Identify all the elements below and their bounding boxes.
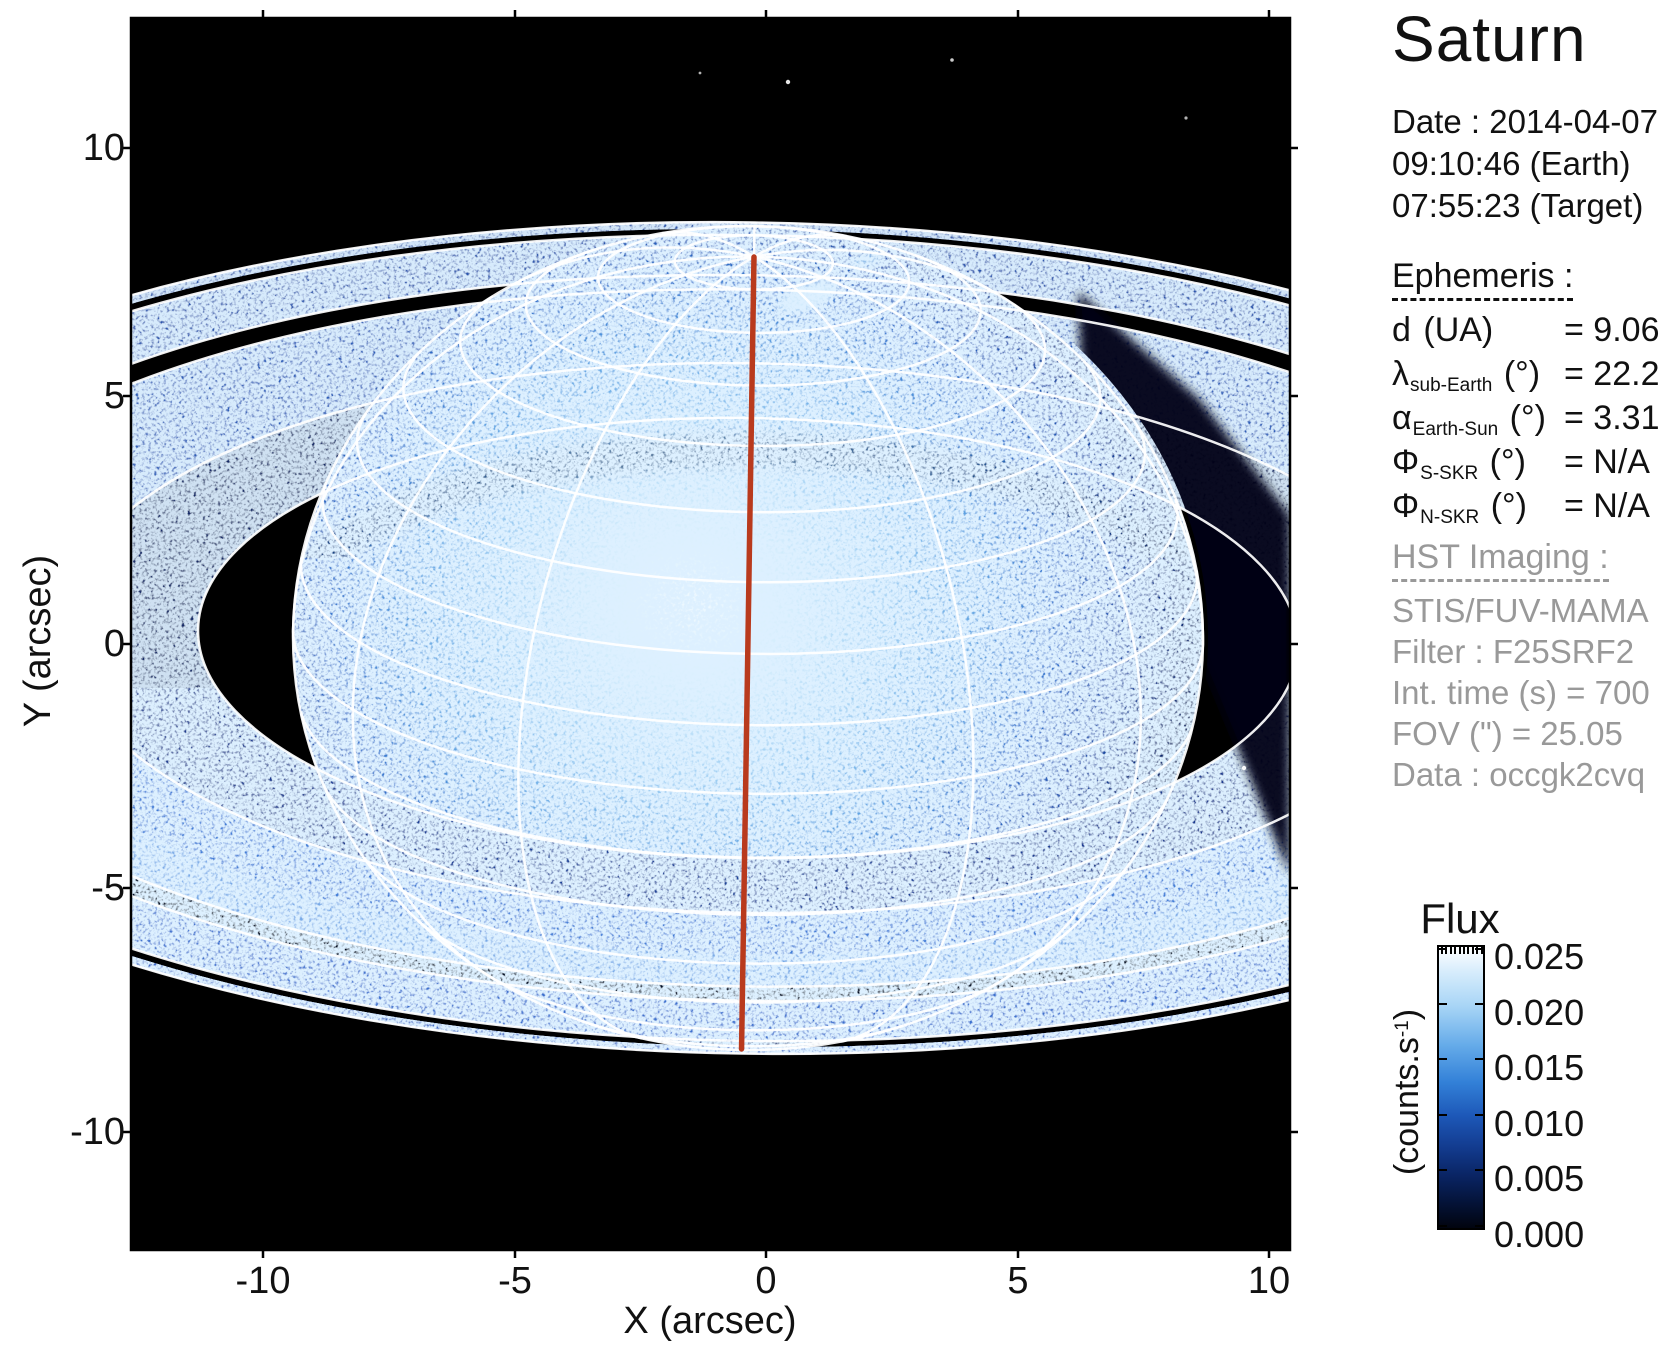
y-tick-label: 5: [103, 375, 125, 417]
flux-colorbar: [1437, 945, 1485, 1230]
instrument-line: STIS/FUV-MAMA: [1392, 592, 1649, 629]
unit: (°): [1480, 443, 1526, 481]
symbol-subscript: S-SKR: [1420, 463, 1479, 484]
symbol: λ: [1392, 355, 1409, 393]
ephemeris-row-n-skr: ΦN-SKR (°) = N/A: [1392, 487, 1659, 531]
colorbar-tick-mark: [1439, 1058, 1447, 1060]
colorbar-minor-tick: [1454, 947, 1457, 954]
colorbar-minor-tick: [1471, 947, 1474, 954]
colorbar-tick-mark: [1439, 1169, 1447, 1171]
colorbar-tick-label: 0.010: [1494, 1102, 1585, 1144]
colorbar-tick-mark: [1475, 1003, 1483, 1005]
unit-exponent: -1: [1392, 1020, 1413, 1038]
unit-prefix: (counts.s: [1388, 1037, 1426, 1176]
fov-line: FOV (") = 25.05: [1392, 715, 1623, 752]
aurora-streak: [849, 252, 885, 268]
x-tick-label: -5: [498, 1260, 532, 1302]
ephemeris-row-phase-angle: αEarth-Sun (°) = 3.31: [1392, 399, 1659, 443]
colorbar-minor-tick: [1449, 947, 1452, 954]
symbol: d: [1392, 311, 1411, 349]
colorbar-tick-label: 0.025: [1494, 936, 1585, 977]
target-time-line: 07:55:23 (Target): [1392, 187, 1644, 224]
colorbar-tick-mark: [1475, 1169, 1483, 1171]
symbol-subscript: Earth-Sun: [1412, 419, 1499, 440]
colorbar-minor-tick: [1445, 947, 1448, 954]
x-tick-label: 5: [1007, 1260, 1029, 1302]
x-tick-label: 10: [1247, 1260, 1291, 1302]
dataset-line: Data : occgk2cvq: [1392, 756, 1646, 793]
unit: (°): [1481, 487, 1527, 525]
axis-ticks: [123, 10, 1298, 1258]
colorbar-tick-mark: [1475, 1114, 1483, 1116]
value: = N/A: [1564, 487, 1650, 525]
value: = N/A: [1564, 443, 1650, 481]
unit: (°): [1494, 355, 1541, 393]
y-tick-label: -10: [70, 1111, 125, 1153]
ephemeris-row-distance: d (UA) = 9.06: [1392, 311, 1659, 355]
ephemeris-header: Ephemeris :: [1392, 257, 1574, 301]
colorbar-minor-tick: [1441, 947, 1443, 954]
symbol: Φ: [1392, 443, 1420, 481]
colorbar-tick-mark: [1475, 948, 1483, 950]
y-tick-label: 10: [82, 127, 125, 169]
y-tick-label: -5: [91, 867, 125, 909]
ephemeris-row-s-skr: ΦS-SKR (°) = N/A: [1392, 443, 1659, 487]
colorbar-unit-label: (counts.s-1): [1388, 962, 1428, 1222]
ephemeris-row-subearth-lat: λsub-Earth (°) = 22.2: [1392, 355, 1659, 399]
ring-shadow-on-planet: [293, 433, 1203, 558]
aurora-patch: [779, 281, 837, 313]
colorbar-minor-tick: [1463, 947, 1465, 954]
value: = 9.06: [1564, 311, 1660, 349]
colorbar-minor-tick: [1480, 947, 1483, 954]
planet-shadow-on-rings: [1078, 292, 1290, 875]
colorbar-tick-label: 0.015: [1494, 1047, 1585, 1089]
colorbar-title: Flux: [1420, 895, 1500, 942]
x-tick-label: 0: [755, 1260, 777, 1302]
earth-time-line: 09:10:46 (Earth): [1392, 145, 1631, 182]
x-axis-title: X (arcsec): [623, 1300, 797, 1342]
unit: (°): [1500, 399, 1546, 437]
x-tick-label: -10: [235, 1260, 291, 1302]
colorbar-tick-label: 0.000: [1494, 1214, 1585, 1255]
symbol: Φ: [1392, 487, 1420, 525]
colorbar-minor-tick: [1476, 947, 1479, 954]
colorbar-tick-mark: [1475, 1225, 1483, 1227]
symbol-subscript: N-SKR: [1420, 507, 1480, 528]
symbol: α: [1392, 399, 1412, 437]
ephemeris-section: Ephemeris : d (UA) = 9.06 λsub-Earth (°)…: [1392, 257, 1659, 531]
int-time-line: Int. time (s) = 700: [1392, 674, 1650, 711]
colorbar-tick-label: 0.005: [1494, 1158, 1585, 1200]
value: = 3.31: [1564, 399, 1660, 437]
colorbar-tick-mark: [1439, 948, 1447, 950]
y-axis-title: Y (arcsec): [17, 554, 59, 728]
colorbar-minor-tick: [1458, 947, 1461, 954]
colorbar-tick-mark: [1439, 1114, 1447, 1116]
colorbar-tick-mark: [1439, 1003, 1447, 1005]
central-meridian-line: [738, 254, 757, 1052]
date-block: Date : 2014-04-07 09:10:46 (Earth) 07:55…: [1392, 101, 1658, 227]
y-tick-label: 0: [103, 623, 125, 665]
unit: (UA): [1413, 311, 1494, 349]
symbol-subscript: sub-Earth: [1410, 375, 1493, 396]
background-stars: [698, 58, 1247, 771]
date-line: Date : 2014-04-07: [1392, 103, 1659, 140]
hst-imaging-header: HST Imaging :: [1392, 538, 1609, 582]
unit-suffix: ): [1388, 1008, 1426, 1021]
plot-frame: [129, 16, 1292, 1252]
colorbar-tick-mark: [1439, 1225, 1447, 1227]
colorbar-tick-mark: [1475, 1058, 1483, 1060]
value: = 22.2: [1564, 355, 1660, 393]
colorbar-minor-tick: [1467, 947, 1470, 954]
page-title: Saturn: [1392, 3, 1587, 75]
colorbar-tick-label: 0.020: [1494, 991, 1585, 1033]
filter-line: Filter : F25SRF2: [1392, 633, 1635, 670]
hst-imaging-section: HST Imaging : STIS/FUV-MAMA Filter : F25…: [1392, 538, 1650, 795]
